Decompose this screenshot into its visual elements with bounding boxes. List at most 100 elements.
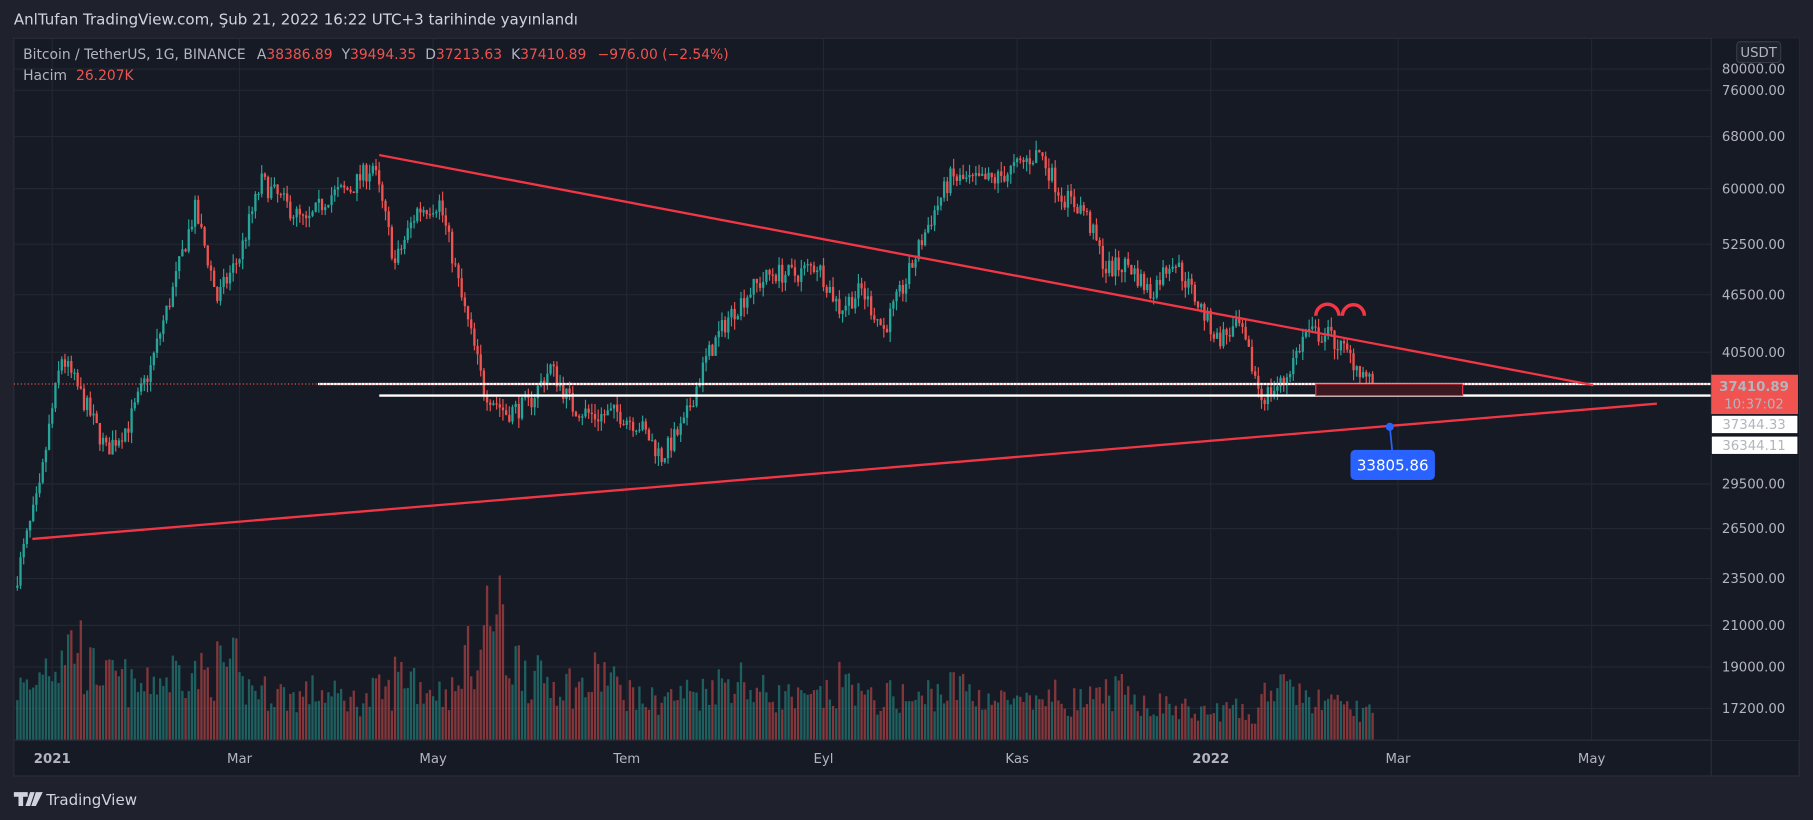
volume-bar: [977, 689, 981, 741]
candle-body: [984, 173, 987, 180]
volume-bar: [149, 693, 152, 741]
candle-body: [968, 174, 971, 178]
candle-body: [406, 228, 409, 240]
volume-bar: [1104, 679, 1108, 741]
candle-body: [270, 186, 273, 199]
volume-bar: [479, 649, 482, 741]
candle-body: [1136, 268, 1139, 286]
volume-bar: [660, 702, 663, 741]
candle-body: [320, 198, 324, 211]
candle-body: [130, 408, 133, 433]
volume-bar: [273, 707, 276, 741]
volume-bar: [1082, 707, 1085, 741]
volume-bar: [717, 669, 720, 741]
double-top-arc-left[interactable]: [1314, 302, 1341, 316]
candle-body: [263, 173, 267, 177]
volume-bar: [406, 687, 409, 741]
volume-bar: [47, 676, 51, 741]
volume-bar: [714, 704, 717, 741]
change-value: −976.00 (−2.54%): [598, 47, 729, 63]
price-tick: 29500.00: [1722, 478, 1785, 493]
volume-bar: [1187, 706, 1190, 741]
double-top-arc-right[interactable]: [1340, 303, 1367, 316]
candle-body: [1250, 346, 1254, 372]
volume-bar: [841, 687, 844, 741]
volume-bar: [555, 705, 559, 741]
price-label-anchor[interactable]: [1385, 422, 1394, 431]
candle-body: [92, 413, 95, 416]
candles[interactable]: [16, 140, 1374, 591]
volume-bar: [679, 685, 682, 741]
candle-body: [1193, 284, 1197, 302]
candle-body: [1352, 353, 1355, 371]
candle-body: [428, 214, 432, 216]
candle-body: [47, 423, 51, 450]
rectangle-zone[interactable]: [1315, 383, 1464, 397]
candle-body: [200, 223, 203, 228]
price-label-box[interactable]: [1350, 449, 1435, 480]
volume-bar: [695, 692, 698, 741]
candle-body: [517, 403, 520, 419]
candle-body: [914, 259, 917, 268]
candle-body: [511, 407, 514, 422]
candle-body: [111, 439, 114, 455]
volume-bar: [425, 693, 428, 741]
volume-legend[interactable]: Hacim 26.207K: [23, 68, 134, 84]
candle-body: [1098, 240, 1101, 246]
candle-body: [222, 276, 225, 288]
candle-body: [619, 411, 622, 424]
candle-body: [1295, 350, 1298, 359]
candle-body: [1330, 326, 1333, 331]
volume-bar: [1076, 710, 1079, 741]
symbol-legend[interactable]: Bitcoin / TetherUS, 1G, BINANCE A38386.8…: [23, 47, 729, 63]
candle-body: [371, 165, 374, 174]
volume-bar: [736, 682, 739, 741]
volume-bar: [860, 690, 863, 741]
candle-body: [844, 305, 847, 311]
volume-bar: [1012, 698, 1016, 741]
volume-bar: [222, 662, 225, 741]
candle-body: [447, 225, 451, 232]
candle-body: [219, 287, 222, 301]
candle-body: [311, 211, 314, 216]
candle-body: [54, 382, 57, 409]
candle-body: [793, 267, 797, 276]
tradingview-logo[interactable]: TradingView: [13, 791, 137, 809]
volume-bar: [524, 660, 527, 741]
upper-trendline[interactable]: [379, 153, 1594, 387]
volume-bar: [676, 700, 679, 741]
volume-bar: [1304, 690, 1308, 741]
volume-bar: [768, 702, 771, 741]
volume-bar: [419, 682, 422, 741]
volume-bar: [1161, 713, 1165, 741]
volume-bar: [866, 689, 870, 741]
chart-pane[interactable]: [13, 37, 1800, 777]
currency-badge[interactable]: [1736, 41, 1782, 64]
candle-body: [197, 199, 200, 224]
line-label-1: 37344.33: [1722, 418, 1785, 433]
volume-bar: [685, 679, 689, 741]
volume-bar: [574, 687, 578, 741]
candle-body: [892, 301, 895, 309]
symbol-name: Bitcoin / TetherUS, 1G, BINANCE: [23, 47, 245, 63]
volume-bar: [1069, 716, 1073, 741]
volume-bar: [466, 626, 470, 741]
volume-bar: [171, 655, 175, 741]
candle-body: [1317, 327, 1320, 342]
volume-bar: [825, 679, 828, 741]
volume-bar: [901, 684, 905, 741]
candle-body: [1168, 268, 1171, 274]
volume-bar: [1003, 691, 1006, 741]
volume-bar: [838, 661, 841, 741]
candle-body: [397, 248, 400, 263]
volume-bar: [911, 701, 914, 741]
candle-body: [178, 256, 181, 272]
candle-body: [581, 416, 584, 418]
volume-bar: [752, 702, 755, 741]
volume-bar: [203, 669, 206, 741]
volume-bar: [1228, 708, 1231, 741]
candle-body: [723, 320, 727, 333]
volume-bar: [1355, 700, 1358, 741]
volume-bar: [971, 701, 974, 741]
